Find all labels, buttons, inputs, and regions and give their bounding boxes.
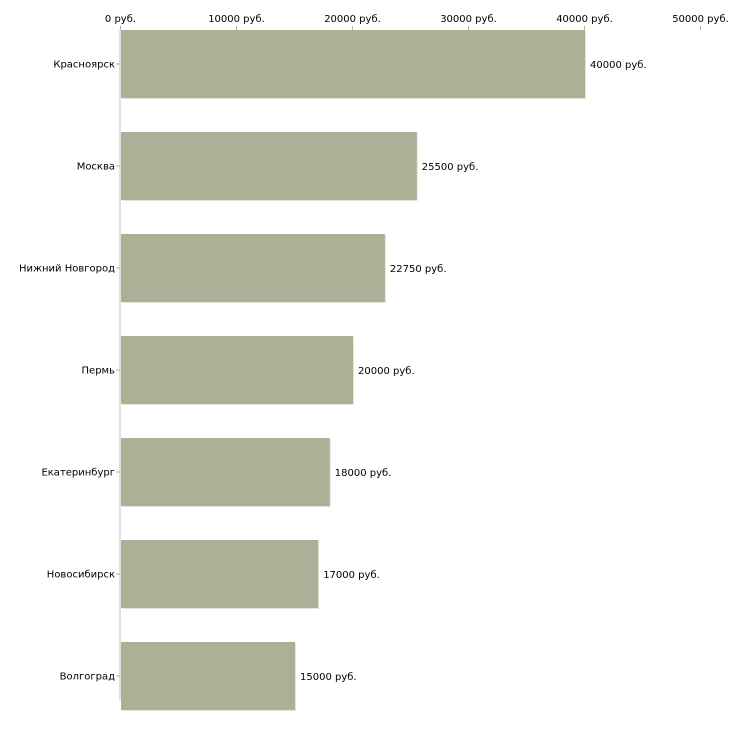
x-tick-label: 20000 руб. (324, 14, 381, 25)
data-label: 15000 руб. (300, 672, 357, 683)
y-tick-label: Пермь (82, 366, 116, 377)
bar (121, 642, 295, 710)
y-tick-label: Москва (77, 162, 115, 173)
x-tick-label: 0 руб. (105, 14, 136, 25)
data-label: 25500 руб. (422, 162, 479, 173)
bar (121, 132, 417, 200)
y-tick-label: Нижний Новгород (19, 264, 115, 275)
x-tick-label: 30000 руб. (440, 14, 497, 25)
x-tick-label: 10000 руб. (208, 14, 265, 25)
data-label: 20000 руб. (358, 366, 415, 377)
bar (121, 336, 353, 404)
y-tick-label: Новосибирск (47, 570, 115, 581)
data-label: 18000 руб. (335, 468, 392, 479)
data-label: 22750 руб. (390, 264, 447, 275)
x-tick-label: 50000 руб. (672, 14, 729, 25)
y-tick-label: Красноярск (53, 60, 115, 71)
y-tick-label: Волгоград (60, 672, 115, 683)
bar (121, 438, 330, 506)
data-label: 40000 руб. (590, 60, 647, 71)
y-tick-label: Екатеринбург (41, 468, 115, 479)
bar (121, 234, 385, 302)
data-label: 17000 руб. (323, 570, 380, 581)
x-tick-label: 40000 руб. (556, 14, 613, 25)
bar (121, 30, 585, 98)
bar (121, 540, 319, 608)
